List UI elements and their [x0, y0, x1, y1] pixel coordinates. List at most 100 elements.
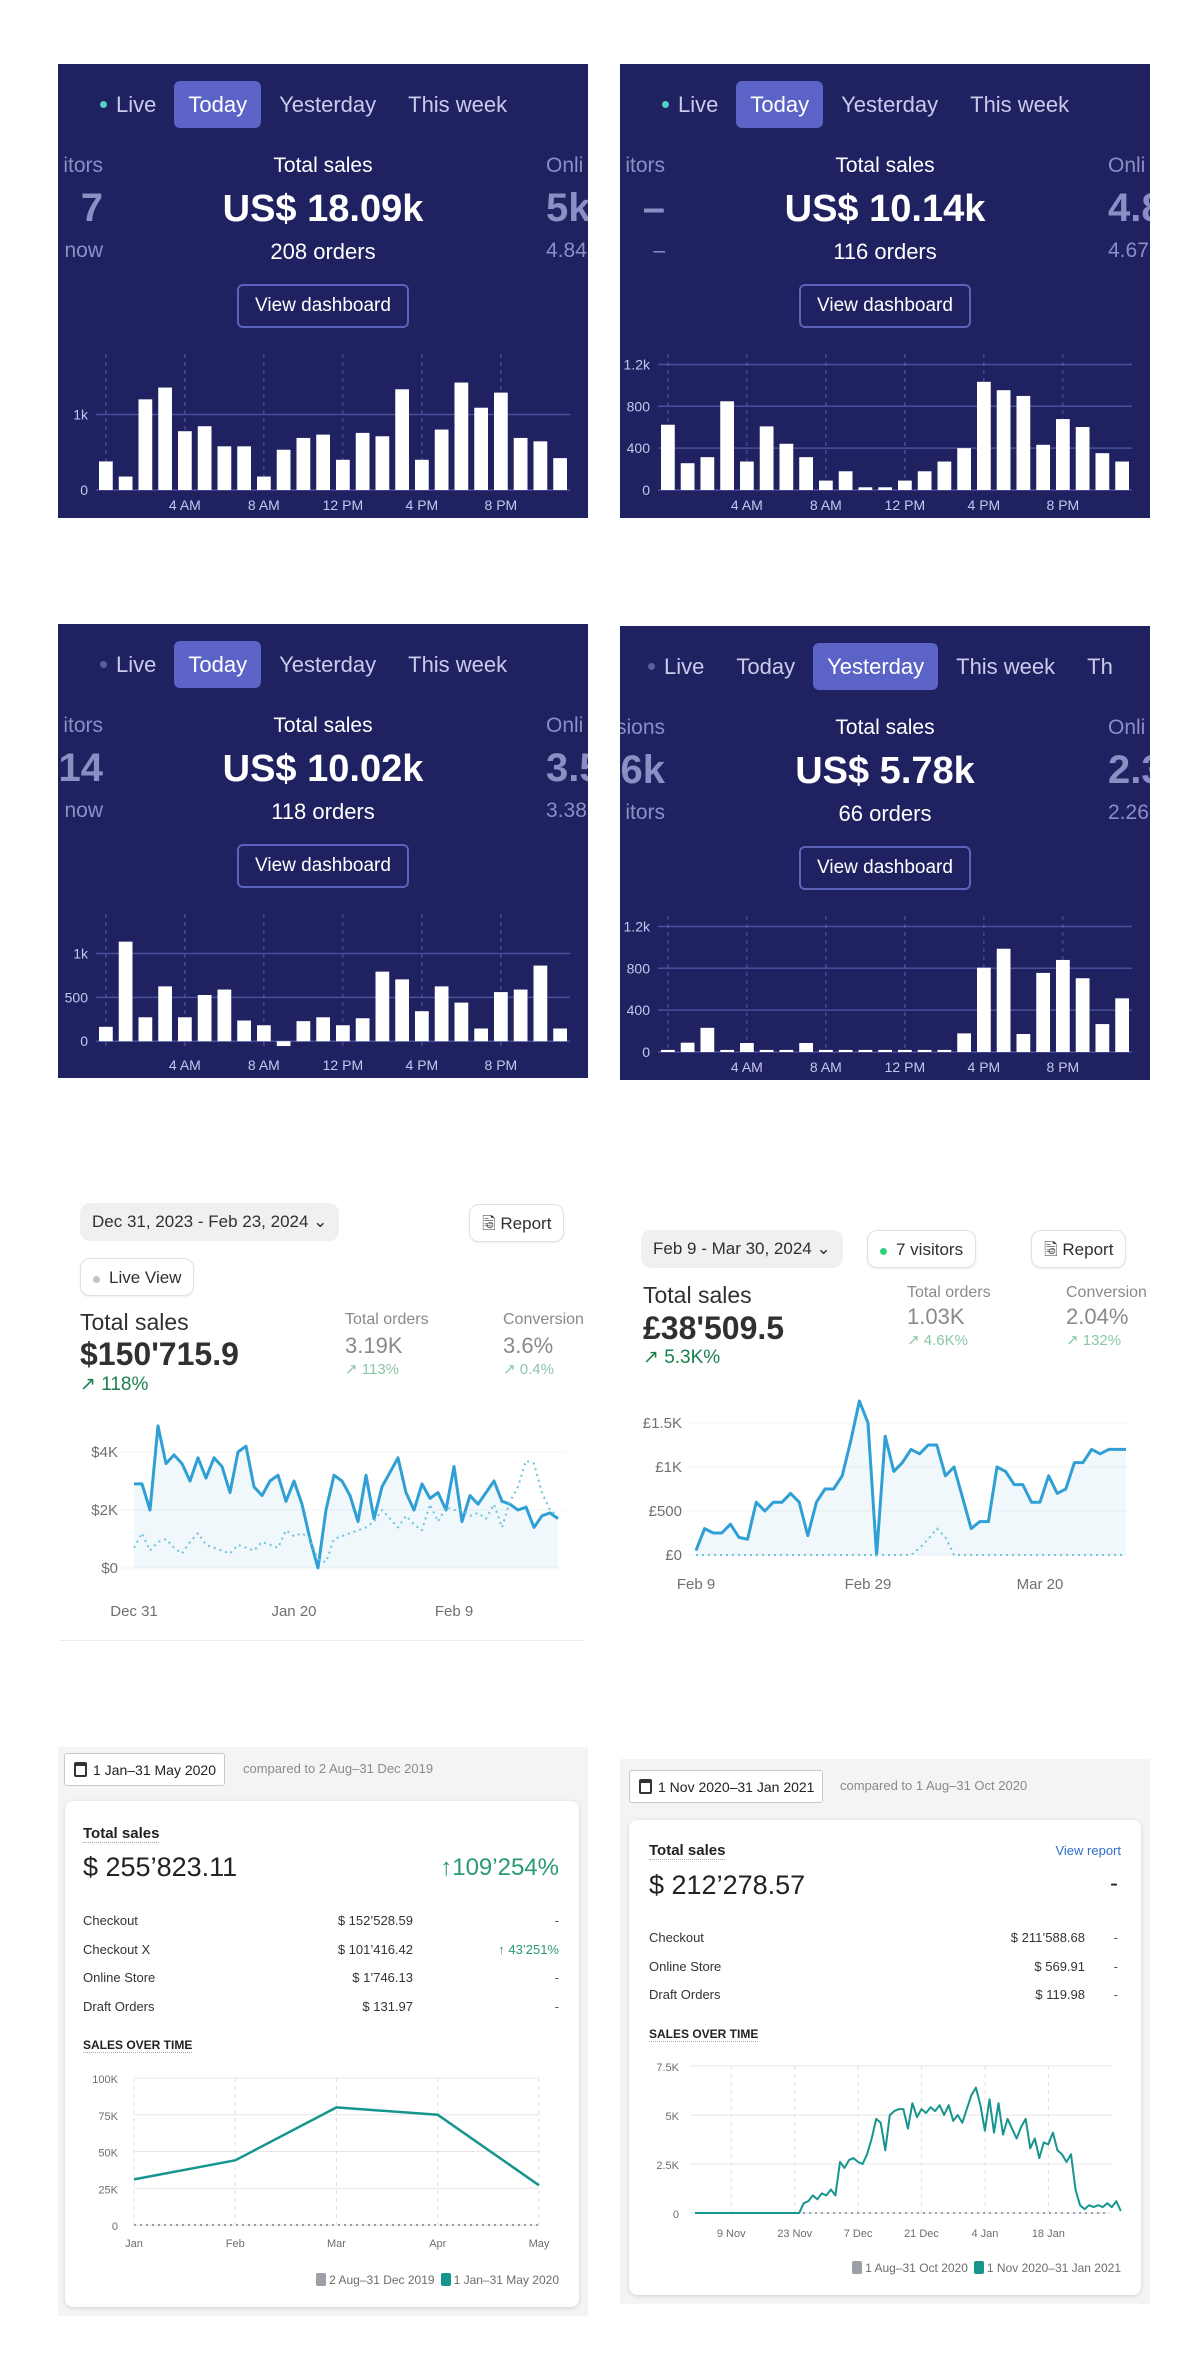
total-sales-label: Total sales — [835, 716, 935, 739]
view-dashboard-button[interactable]: View dashboard — [237, 844, 409, 888]
visitors-button[interactable]: 7 visitors — [867, 1230, 977, 1268]
tab-live[interactable]: Live — [86, 81, 170, 128]
tab-yesterday[interactable]: Yesterday — [827, 81, 952, 128]
total-sales-amount: US$ 5.78k — [795, 750, 975, 792]
chevron-down-icon: ⌄ — [816, 1239, 831, 1258]
tab-today[interactable]: Today — [174, 81, 262, 128]
view-dashboard-button[interactable]: View dashboard — [799, 284, 971, 328]
total-sales-change: ↗ 118% — [80, 1373, 148, 1396]
conversion-value: 3.6% — [503, 1333, 554, 1358]
left-stat-value: 6k — [620, 748, 666, 792]
tab-label: Live — [678, 92, 719, 117]
total-orders-value: 1.03K — [907, 1304, 965, 1329]
bar — [494, 992, 508, 1042]
bar — [1075, 427, 1090, 490]
date-range-button[interactable]: 1 Jan–31 May 2020 — [64, 1753, 225, 1786]
comparison-label: compared to 1 Aug–31 Oct 2020 — [840, 1778, 1028, 1793]
hourly-sales-bar-chart: 0 400 800 1.2k 4 AM 8 AM 12 PM 4 PM 8 PM — [624, 354, 1132, 513]
channel-name: Checkout X — [83, 1941, 151, 1957]
tab-this-week[interactable]: This week — [956, 81, 1083, 128]
bar — [533, 965, 548, 1042]
left-stat-value: 14 — [58, 746, 104, 790]
right-stat-value: 3.5 — [546, 746, 588, 790]
orders-count: 116 orders — [833, 239, 937, 264]
conversion-label[interactable]: Conversion — [503, 1311, 584, 1328]
tab-today[interactable]: Today — [736, 81, 824, 128]
sales-line-chart-right: £0 £500 £1K £1.5K Feb 9 Feb 29 Mar 20 — [643, 1399, 1128, 1593]
date-range-label: 1 Nov 2020–31 Jan 2021 — [658, 1779, 815, 1795]
total-sales-label[interactable]: Total sales — [643, 1282, 752, 1308]
channel-value: $ 119.98 — [1035, 1987, 1085, 2002]
bar — [257, 1025, 271, 1042]
bar — [720, 401, 734, 490]
right-stat-sub: 3.38 — [546, 799, 587, 822]
tab-this-week[interactable]: This week — [394, 641, 521, 688]
bar — [740, 1043, 754, 1052]
tab-yesterday[interactable]: Yesterday — [265, 641, 390, 688]
right-stat-value: 2.3 — [1108, 748, 1150, 792]
chart-title: SALES OVER TIME — [83, 2038, 193, 2053]
left-stat-sub: now — [64, 239, 103, 262]
view-dashboard-button[interactable]: View dashboard — [799, 846, 971, 890]
total-sales-label[interactable]: Total sales — [83, 1825, 160, 1843]
live-view-label: Live View — [109, 1268, 182, 1287]
bar — [1095, 1024, 1110, 1052]
live-view-button[interactable]: Live View — [80, 1258, 195, 1296]
y-tick-label: 1k — [73, 406, 89, 422]
bar — [454, 382, 469, 490]
total-orders-change: ↗ 4.6K% — [907, 1332, 968, 1349]
channel-name: Checkout — [83, 1913, 138, 1928]
total-sales-value: $ 255’823.11 — [83, 1852, 238, 1882]
tab-today[interactable]: Today — [174, 641, 262, 688]
x-tick-label: Jan 20 — [271, 1603, 316, 1620]
bar — [759, 426, 774, 490]
tab-this-week[interactable]: This week — [942, 643, 1069, 690]
tab-yesterday[interactable]: Yesterday — [265, 81, 390, 128]
bar — [977, 967, 991, 1052]
total-orders-label[interactable]: Total orders — [345, 1311, 429, 1328]
bar — [355, 432, 370, 490]
date-range-button[interactable]: 1 Nov 2020–31 Jan 2021 — [629, 1770, 824, 1803]
report-label: Report — [500, 1214, 552, 1233]
report-button[interactable]: 🗟 Report — [1031, 1230, 1127, 1268]
tab-live[interactable]: Live — [634, 643, 718, 690]
right-stat-label: Onli — [546, 714, 584, 737]
total-sales-value: $150'715.9 — [80, 1336, 239, 1372]
channel-value: $ 152’528.59 — [337, 1913, 413, 1928]
live-dot-icon — [100, 661, 107, 668]
tab-this-week[interactable]: This week — [394, 81, 521, 128]
sales-line-chart-left: $0 $2K $4K Dec 31 Jan 20 Feb 9 — [91, 1424, 565, 1620]
conversion-change: ↗ 132% — [1066, 1332, 1122, 1349]
bar — [779, 1049, 794, 1052]
date-range-selector[interactable]: Feb 9 - Mar 30, 2024 ⌄ — [641, 1230, 843, 1268]
total-sales-change: ↗ 5.3K% — [643, 1347, 721, 1368]
tab-live[interactable]: Live — [648, 81, 732, 128]
total-sales-amount: US$ 18.09k — [222, 188, 424, 230]
tab-label: Yesterday — [827, 654, 925, 679]
bar — [316, 1017, 330, 1042]
view-report-link[interactable]: View report — [1055, 1843, 1121, 1858]
tab-yesterday[interactable]: Yesterday — [813, 643, 939, 690]
tab-th[interactable]: Th — [1073, 643, 1127, 690]
view-dashboard-button[interactable]: View dashboard — [237, 284, 409, 328]
bar — [720, 1049, 734, 1052]
total-orders-label[interactable]: Total orders — [907, 1284, 991, 1301]
date-range-selector[interactable]: Dec 31, 2023 - Feb 23, 2024 ⌄ — [80, 1203, 340, 1241]
x-tick-label: 8 AM — [248, 497, 280, 513]
x-tick-label: 8 PM — [1047, 497, 1080, 513]
orders-count: 208 orders — [270, 239, 376, 264]
total-sales-label[interactable]: Total sales — [649, 1842, 726, 1860]
legend-swatch — [316, 2273, 327, 2286]
total-sales-label[interactable]: Total sales — [80, 1309, 189, 1335]
x-tick-label: 4 PM — [406, 1057, 439, 1073]
bar — [434, 429, 449, 490]
bar — [415, 459, 429, 490]
bar — [257, 476, 271, 490]
series-area — [134, 1425, 558, 1568]
period-tabs: Live Today Yesterday This week — [86, 81, 521, 128]
report-button[interactable]: 🗟 Report — [469, 1204, 565, 1242]
conversion-label[interactable]: Conversion — [1066, 1284, 1147, 1301]
tab-today[interactable]: Today — [722, 643, 809, 690]
tab-live[interactable]: Live — [86, 641, 170, 688]
bar — [858, 1049, 873, 1052]
